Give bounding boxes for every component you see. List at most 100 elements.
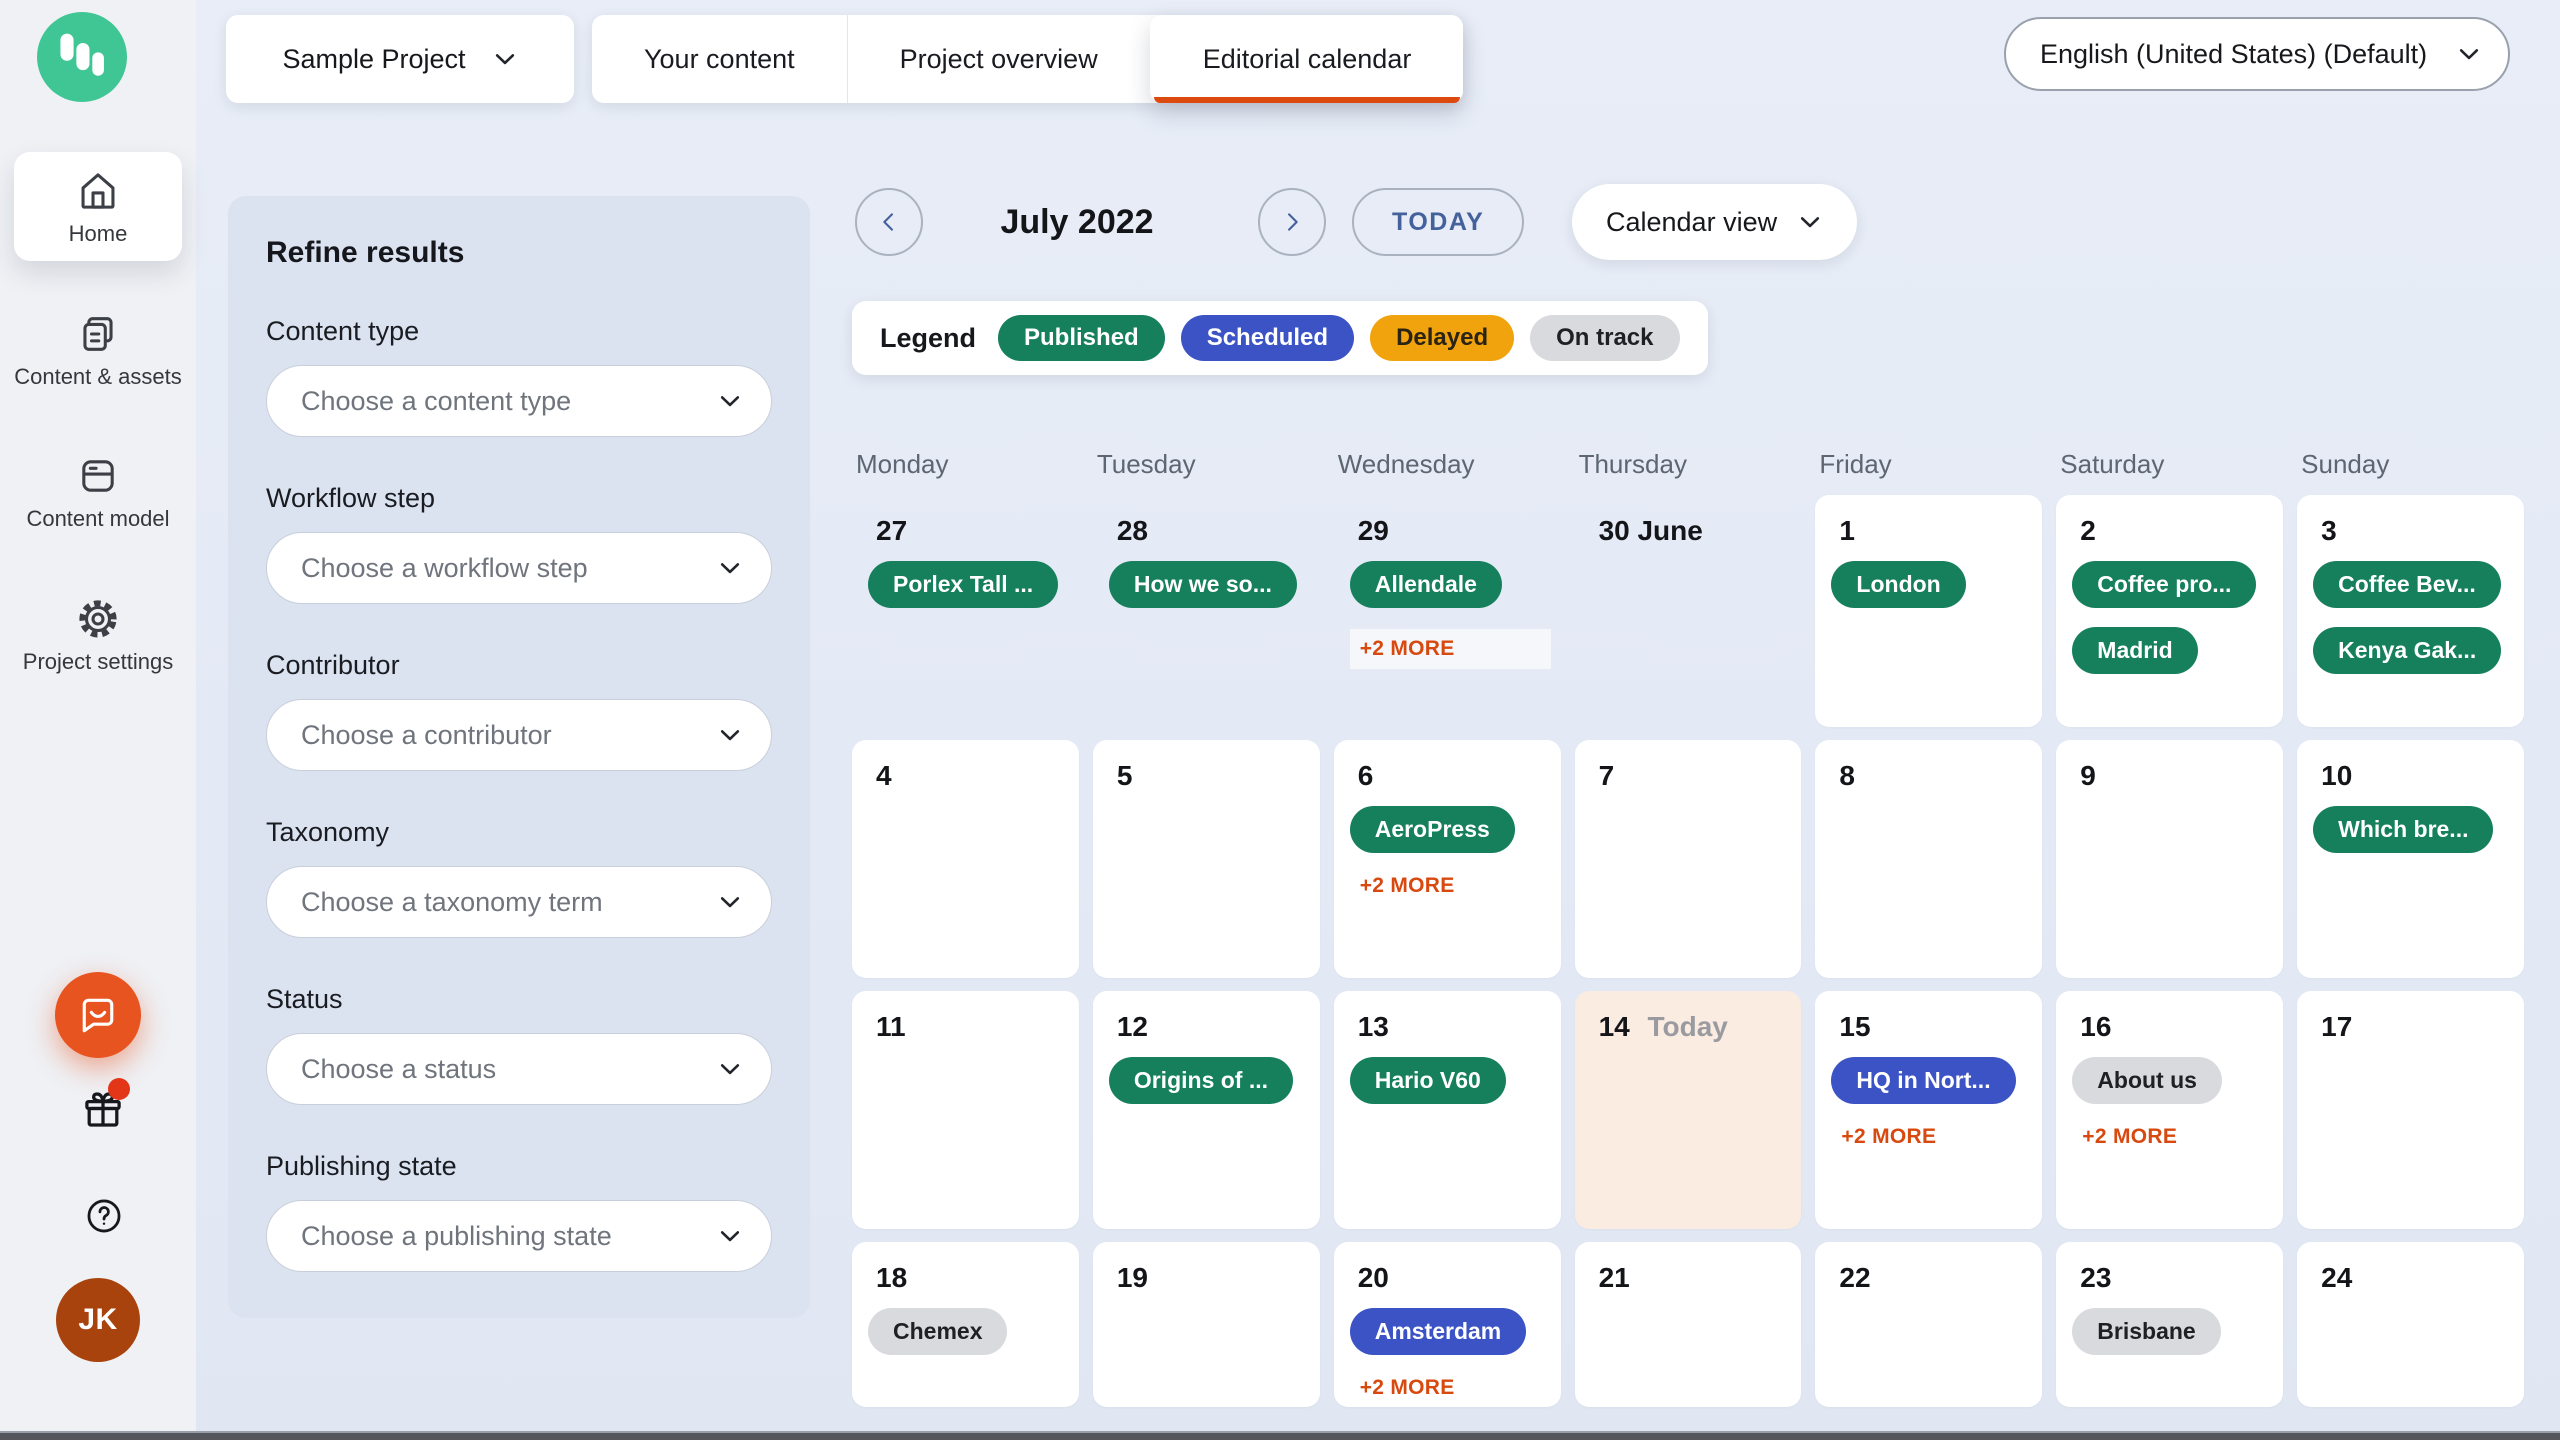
day-cell-27[interactable]: 27 Porlex Tall ... [852,495,1079,727]
tab-editorial-calendar[interactable]: Editorial calendar [1149,15,1464,103]
day-cell-14[interactable]: 14 Today [1574,991,1802,1229]
event-pill[interactable]: Which bre... [2313,806,2494,853]
chevron-down-icon [717,1223,743,1249]
day-cell-13[interactable]: 13 Hario V60 [1333,991,1561,1229]
today-button[interactable]: TODAY [1352,188,1525,256]
day-number: 29 [1357,515,1389,546]
filter-label: Status [266,984,343,1014]
legend-pill-published: Published [998,315,1165,361]
event-pill[interactable]: Chemex [868,1308,1008,1355]
refine-results-panel: Refine results Content type Choose a cont… [228,196,810,1318]
sidebar-item-content-model[interactable]: Content model [14,437,182,546]
language-selector[interactable]: English (United States) (Default) [2004,17,2510,91]
today-label: Today [1639,1011,1728,1042]
event-pill[interactable]: Kenya Gak... [2313,627,2502,674]
event-pill[interactable]: Madrid [2072,627,2198,674]
day-number: 20 [1357,1262,1389,1293]
day-cell-23[interactable]: 23 Brisbane [2056,1242,2284,1407]
filter-placeholder: Choose a publishing state [301,1220,612,1251]
event-pill[interactable]: Coffee Bev... [2313,561,2501,608]
sidebar-item-home[interactable]: Home [14,152,182,261]
filter-dropdown-taxonomy[interactable]: Choose a taxonomy term [266,866,772,938]
day-cell-29[interactable]: 29 Allendale +2 MORE [1334,495,1561,727]
tab-your-content[interactable]: Your content [592,15,847,103]
filter-placeholder: Choose a contributor [301,719,552,750]
user-avatar[interactable]: JK [56,1278,140,1362]
event-pill[interactable]: Brisbane [2072,1308,2221,1355]
filter-dropdown-publishing-state[interactable]: Choose a publishing state [266,1200,772,1272]
tab-project-overview[interactable]: Project overview [846,15,1150,103]
event-pill[interactable]: Coffee pro... [2072,561,2257,608]
event-pill[interactable]: How we so... [1108,561,1297,608]
day-number: 16 [2080,1011,2112,1042]
event-pill[interactable]: London [1831,561,1966,608]
day-cell-5[interactable]: 5 [1092,740,1320,978]
filter-placeholder: Choose a taxonomy term [301,886,603,917]
day-cell-7[interactable]: 7 [1574,740,1802,978]
refine-results-title: Refine results [266,236,465,269]
day-cell-11[interactable]: 11 [852,991,1079,1229]
filter-dropdown-workflow-step[interactable]: Choose a workflow step [266,532,772,604]
app-logo[interactable] [37,12,127,102]
day-cell-17[interactable]: 17 [2297,991,2524,1229]
filter-label: Taxonomy [266,817,390,847]
day-cell-19[interactable]: 19 [1092,1242,1320,1407]
more-events-link[interactable]: +2 MORE [1359,874,1455,897]
day-cell-20[interactable]: 20 Amsterdam +2 MORE [1333,1242,1561,1407]
help-button[interactable] [77,1194,121,1236]
next-month-button[interactable] [1258,188,1326,256]
previous-month-button[interactable] [855,188,923,256]
project-selector-label: Sample Project [282,43,466,74]
calendar-event: Madrid [2072,627,2269,679]
day-cell-30-june[interactable]: 30 June [1575,495,1802,727]
filter-dropdown-contributor[interactable]: Choose a contributor [266,699,772,771]
calendar-grid: Monday Tuesday Wednesday Thursday Friday Satu… [852,446,2524,1407]
day-cell-9[interactable]: 9 [2056,740,2284,978]
chat-button[interactable] [55,972,141,1058]
day-number: 17 [2321,1011,2353,1042]
day-number: 15 [1839,1011,1871,1042]
filter-dropdown-content-type[interactable]: Choose a content type [266,365,772,437]
more-events-link[interactable]: +2 MORE [1359,1376,1455,1399]
event-pill[interactable]: Amsterdam [1349,1308,1527,1355]
more-events-link[interactable]: +2 MORE [1349,629,1551,669]
day-cell-24[interactable]: 24 [2297,1242,2524,1407]
event-pill[interactable]: AeroPress [1349,806,1515,853]
more-events-link[interactable]: +2 MORE [2082,1125,2178,1148]
project-selector[interactable]: Sample Project [226,15,574,103]
event-pill[interactable]: Allendale [1349,561,1502,608]
month-title: July 2022 [1000,203,1154,241]
sidebar-item-content-assets[interactable]: Content & assets [14,295,182,404]
calendar-event: Amsterdam [1349,1308,1547,1360]
whats-new-button[interactable] [74,1078,130,1134]
event-pill[interactable]: Porlex Tall ... [868,561,1059,608]
day-cell-1[interactable]: 1 London [1815,495,2043,727]
legend-title: Legend [880,322,977,353]
day-cell-6[interactable]: 6 AeroPress +2 MORE [1333,740,1561,978]
event-pill[interactable]: About us [2072,1057,2222,1104]
day-cell-3[interactable]: 3 Coffee Bev... Kenya Gak... [2297,495,2524,727]
day-cell-18[interactable]: 18 Chemex [852,1242,1079,1407]
weekday-header-wednesday: Wednesday [1337,448,1475,479]
day-cell-16[interactable]: 16 About us +2 MORE [2056,991,2284,1229]
window-bottom-edge [0,1431,2560,1440]
day-cell-28[interactable]: 28 How we so... [1093,495,1320,727]
day-cell-12[interactable]: 12 Origins of ... [1092,991,1320,1229]
event-pill[interactable]: Origins of ... [1108,1057,1294,1104]
filter-label: Content type [266,316,420,346]
filter-dropdown-status[interactable]: Choose a status [266,1033,772,1105]
day-cell-2[interactable]: 2 Coffee pro... Madrid [2056,495,2284,727]
filter-group-contributor: Contributor Choose a contributor [266,650,772,771]
day-cell-21[interactable]: 21 [1574,1242,1802,1407]
day-cell-4[interactable]: 4 [852,740,1079,978]
more-events-link[interactable]: +2 MORE [1841,1125,1937,1148]
calendar-view-selector[interactable]: Calendar view [1572,184,1858,260]
day-cell-22[interactable]: 22 [1815,1242,2043,1407]
event-pill[interactable]: HQ in Nort... [1831,1057,2016,1104]
sidebar-item-project-settings[interactable]: Project settings [14,580,182,689]
day-cell-8[interactable]: 8 [1815,740,2043,978]
event-pill[interactable]: Hario V60 [1349,1057,1506,1104]
day-cell-15[interactable]: 15 HQ in Nort... +2 MORE [1815,991,2043,1229]
day-cell-10[interactable]: 10 Which bre... [2297,740,2524,978]
day-number: 10 [2321,760,2353,791]
